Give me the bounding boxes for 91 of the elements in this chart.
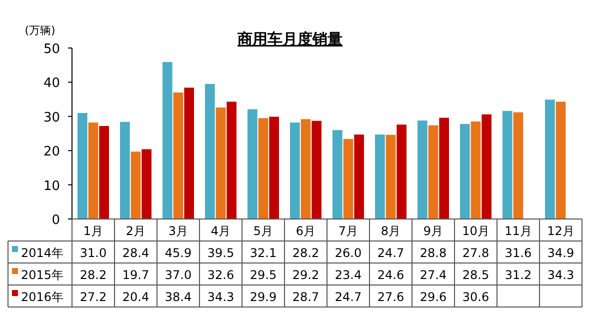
data-label: 38.4 xyxy=(164,290,192,304)
data-label: 28.4 xyxy=(122,246,150,260)
x-tick-label: 2月 xyxy=(126,224,146,238)
data-label: 26.0 xyxy=(334,246,362,260)
bar xyxy=(545,100,555,219)
bar xyxy=(162,62,172,219)
data-label: 24.7 xyxy=(377,246,404,260)
bar xyxy=(120,122,130,219)
chart-title: 商用车月度销量 xyxy=(236,30,342,48)
bar xyxy=(343,138,354,219)
bar xyxy=(312,120,322,219)
x-tick-label: 7月 xyxy=(338,224,358,238)
y-tick-label: 0 xyxy=(52,213,60,228)
data-label: 24.7 xyxy=(334,290,362,304)
data-label: 27.6 xyxy=(377,290,404,304)
bar xyxy=(332,130,342,219)
data-label: 20.4 xyxy=(122,290,150,304)
data-label: 29.2 xyxy=(292,268,320,282)
x-tick-label: 9月 xyxy=(423,224,444,238)
bar xyxy=(184,88,194,219)
bar xyxy=(290,122,300,219)
data-label: 27.8 xyxy=(462,246,490,260)
bar xyxy=(354,134,364,219)
y-tick-label: 30 xyxy=(43,110,60,126)
y-tick-label: 10 xyxy=(43,178,60,194)
bar xyxy=(439,118,449,219)
bar xyxy=(88,122,98,219)
bar xyxy=(269,116,279,219)
legend-label: 2015年 xyxy=(21,268,64,282)
bar xyxy=(99,126,109,219)
data-label: 32.6 xyxy=(207,268,234,282)
data-label: 45.9 xyxy=(164,246,192,260)
bar xyxy=(248,109,258,219)
bar xyxy=(418,120,428,219)
x-tick-label: 12月 xyxy=(547,224,574,238)
data-label: 28.8 xyxy=(420,246,447,260)
data-label: 34.3 xyxy=(547,268,574,282)
bar xyxy=(130,152,141,219)
data-label: 28.5 xyxy=(462,268,490,282)
x-tick-label: 10月 xyxy=(462,224,490,238)
data-label: 31.2 xyxy=(504,268,532,282)
data-label: 29.6 xyxy=(420,290,447,304)
x-tick-label: 11月 xyxy=(504,224,532,238)
data-label: 39.5 xyxy=(207,246,234,260)
data-label: 34.3 xyxy=(207,290,234,304)
x-tick-label: 4月 xyxy=(210,224,231,238)
bar xyxy=(556,102,566,219)
y-tick-label: 40 xyxy=(43,76,60,92)
data-label: 19.7 xyxy=(122,268,150,282)
data-label: 28.7 xyxy=(292,290,320,304)
data-label: 29.5 xyxy=(250,268,277,282)
bar xyxy=(386,134,396,219)
y-tick-label: 20 xyxy=(43,144,60,160)
bar xyxy=(428,125,438,219)
data-label: 28.2 xyxy=(80,268,107,282)
bar xyxy=(173,92,184,219)
data-label: 37.0 xyxy=(164,268,192,282)
y-tick-label: 50 xyxy=(43,42,60,57)
data-label: 23.4 xyxy=(334,268,362,282)
data-label: 34.9 xyxy=(547,246,574,260)
bar xyxy=(470,122,481,219)
y-axis-title: (万辆) xyxy=(24,24,56,37)
data-label: 27.2 xyxy=(80,290,107,304)
x-tick-label: 3月 xyxy=(168,224,188,238)
data-label: 24.6 xyxy=(377,268,404,282)
bar xyxy=(300,119,311,219)
x-tick-label: 1月 xyxy=(83,224,104,238)
legend-label: 2014年 xyxy=(21,246,64,260)
bar xyxy=(258,118,268,219)
bar xyxy=(513,112,524,219)
bar xyxy=(396,124,406,219)
bar xyxy=(226,102,236,219)
data-label: 32.1 xyxy=(250,246,277,260)
bar xyxy=(460,124,470,219)
data-label: 30.6 xyxy=(462,290,490,304)
data-label: 31.6 xyxy=(504,246,532,260)
bar xyxy=(502,110,512,219)
data-label: 29.9 xyxy=(250,290,277,304)
bar xyxy=(78,112,88,219)
x-tick-label: 8月 xyxy=(380,224,401,238)
data-label: 27.4 xyxy=(420,268,447,282)
x-tick-label: 5月 xyxy=(253,224,274,238)
legend-label: 2016年 xyxy=(21,290,64,304)
bar xyxy=(216,108,226,219)
bar xyxy=(142,149,152,219)
bar xyxy=(205,84,215,219)
x-tick-label: 6月 xyxy=(296,224,316,238)
bar xyxy=(482,114,492,219)
data-label: 28.2 xyxy=(292,246,320,260)
bar xyxy=(375,134,385,219)
data-label: 31.0 xyxy=(80,246,107,260)
